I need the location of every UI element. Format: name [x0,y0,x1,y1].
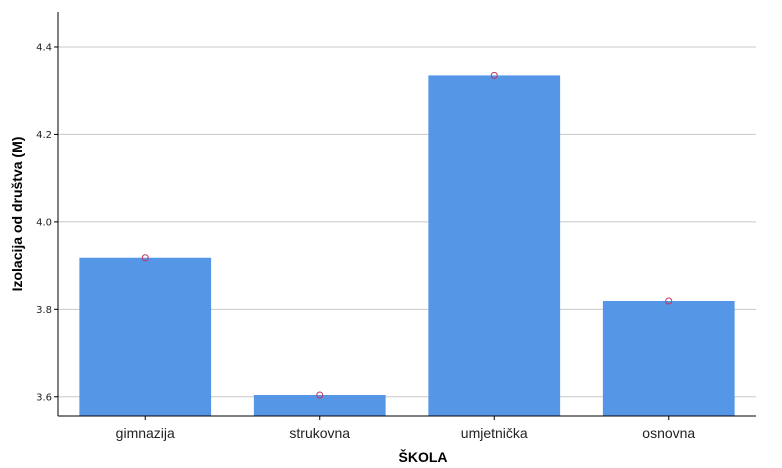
mean-marker [141,254,149,262]
y-tick-label: 4.0 [36,217,52,228]
mean-markers [141,71,673,399]
bar [79,257,212,416]
y-tick-label: 4.2 [36,130,52,141]
mean-marker [665,297,673,305]
mean-marker [316,391,324,399]
x-tick-label: strukovna [289,425,350,441]
x-tick-labels: gimnazija strukovna umjetnička osnovna [116,425,696,441]
bar [428,75,561,417]
bar [602,301,735,416]
x-tick-label: gimnazija [116,425,175,441]
x-axis-title: ŠKOLA [399,448,448,465]
y-tick-label: 4.4 [36,42,52,53]
y-tick-labels: 3.6 3.8 4.0 4.2 4.4 [36,42,52,403]
y-tick-label: 3.8 [36,305,52,316]
x-tick-label: osnovna [642,425,695,441]
axes [54,12,756,420]
bars [79,75,735,417]
mean-marker [490,71,498,79]
x-tick-label: umjetnička [461,425,528,441]
y-axis-title: Izolacija od društva (M) [9,137,25,292]
bar [253,395,386,416]
y-tick-label: 3.6 [36,392,52,403]
